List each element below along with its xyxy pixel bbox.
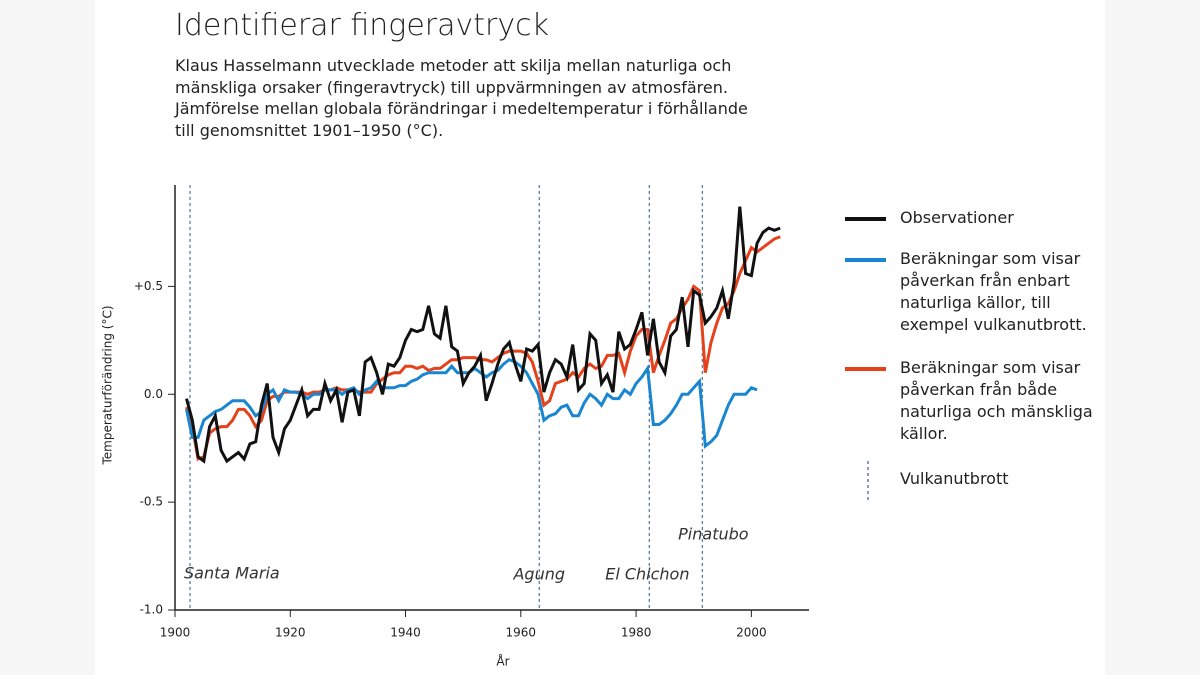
y-tick-label: -1.0 <box>140 603 163 617</box>
y-tick-label: 0.0 <box>144 387 163 401</box>
x-tick-label: 1900 <box>160 626 191 640</box>
x-tick-label: 1920 <box>275 626 306 640</box>
volcano-label: Pinatubo <box>678 525 749 544</box>
x-axis-label: År <box>496 654 509 669</box>
volcano-label: Agung <box>512 565 565 584</box>
panel <box>95 0 1105 675</box>
legend-label: Vulkanutbrott <box>900 469 1009 488</box>
x-tick-label: 1940 <box>390 626 421 640</box>
legend-label: Beräkningar som visar påverkan från både… <box>900 358 1093 443</box>
y-tick-label: -0.5 <box>140 495 163 509</box>
volcano-label: El Chichon <box>605 565 689 584</box>
y-tick-label: +0.5 <box>134 279 163 293</box>
legend-label: Beräkningar som visar påverkan från enba… <box>900 249 1087 334</box>
x-tick-label: 2000 <box>736 626 767 640</box>
series-line <box>185 206 781 464</box>
chart-subtitle: Klaus Hasselmann utvecklade metoder att … <box>175 56 748 140</box>
volcano-label: Santa Maria <box>184 564 280 583</box>
series-line <box>185 235 781 462</box>
chart-title: Identifierar fingeravtryck <box>175 8 549 43</box>
y-axis-label: Temperaturförändring (°C) <box>101 305 115 465</box>
x-tick-label: 1960 <box>506 626 537 640</box>
x-tick-label: 1980 <box>621 626 652 640</box>
legend-label: Observationer <box>900 208 1014 227</box>
